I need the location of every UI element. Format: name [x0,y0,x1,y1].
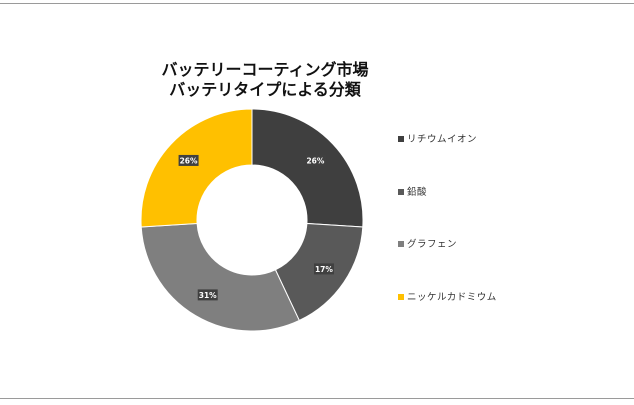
slice-label-2: 17% [313,263,334,275]
legend-swatch-1 [398,136,404,142]
legend-label-3: グラフェン [407,239,458,250]
legend-swatch-3 [398,241,404,247]
donut-slice-1 [251,108,364,228]
slice-label-3: 31% [197,289,218,301]
legend-label-1: リチウムイオン [407,134,478,145]
legend-label-2: 鉛酸 [407,187,428,198]
slice-label-1: 26% [305,154,326,166]
donut-slice-4 [140,108,253,228]
slice-label-text-4: 26% [180,156,198,165]
donut-slice-3 [140,222,300,332]
bottom-border [0,398,634,399]
legend-swatch-4 [398,294,404,300]
slice-label-text-3: 31% [199,291,217,300]
legend-swatch-2 [398,189,404,195]
slice-label-4: 26% [178,154,199,166]
slice-label-bg-2 [313,263,334,275]
chart-title: バッテリーコーティング市場 バッテリタイプによる分類 [150,60,380,100]
top-border [0,3,634,4]
slice-label-bg-4 [178,154,199,166]
slice-label-bg-3 [197,289,218,301]
slice-label-bg-1 [305,154,326,166]
slice-label-text-2: 17% [315,265,333,274]
chart-title-line-1: バッテリーコーティング市場 [161,60,369,79]
legend-label-4: ニッケルカドミウム [407,292,497,303]
chart-title-line-2: バッテリタイプによる分類 [169,80,361,99]
slice-label-text-1: 26% [306,156,324,165]
